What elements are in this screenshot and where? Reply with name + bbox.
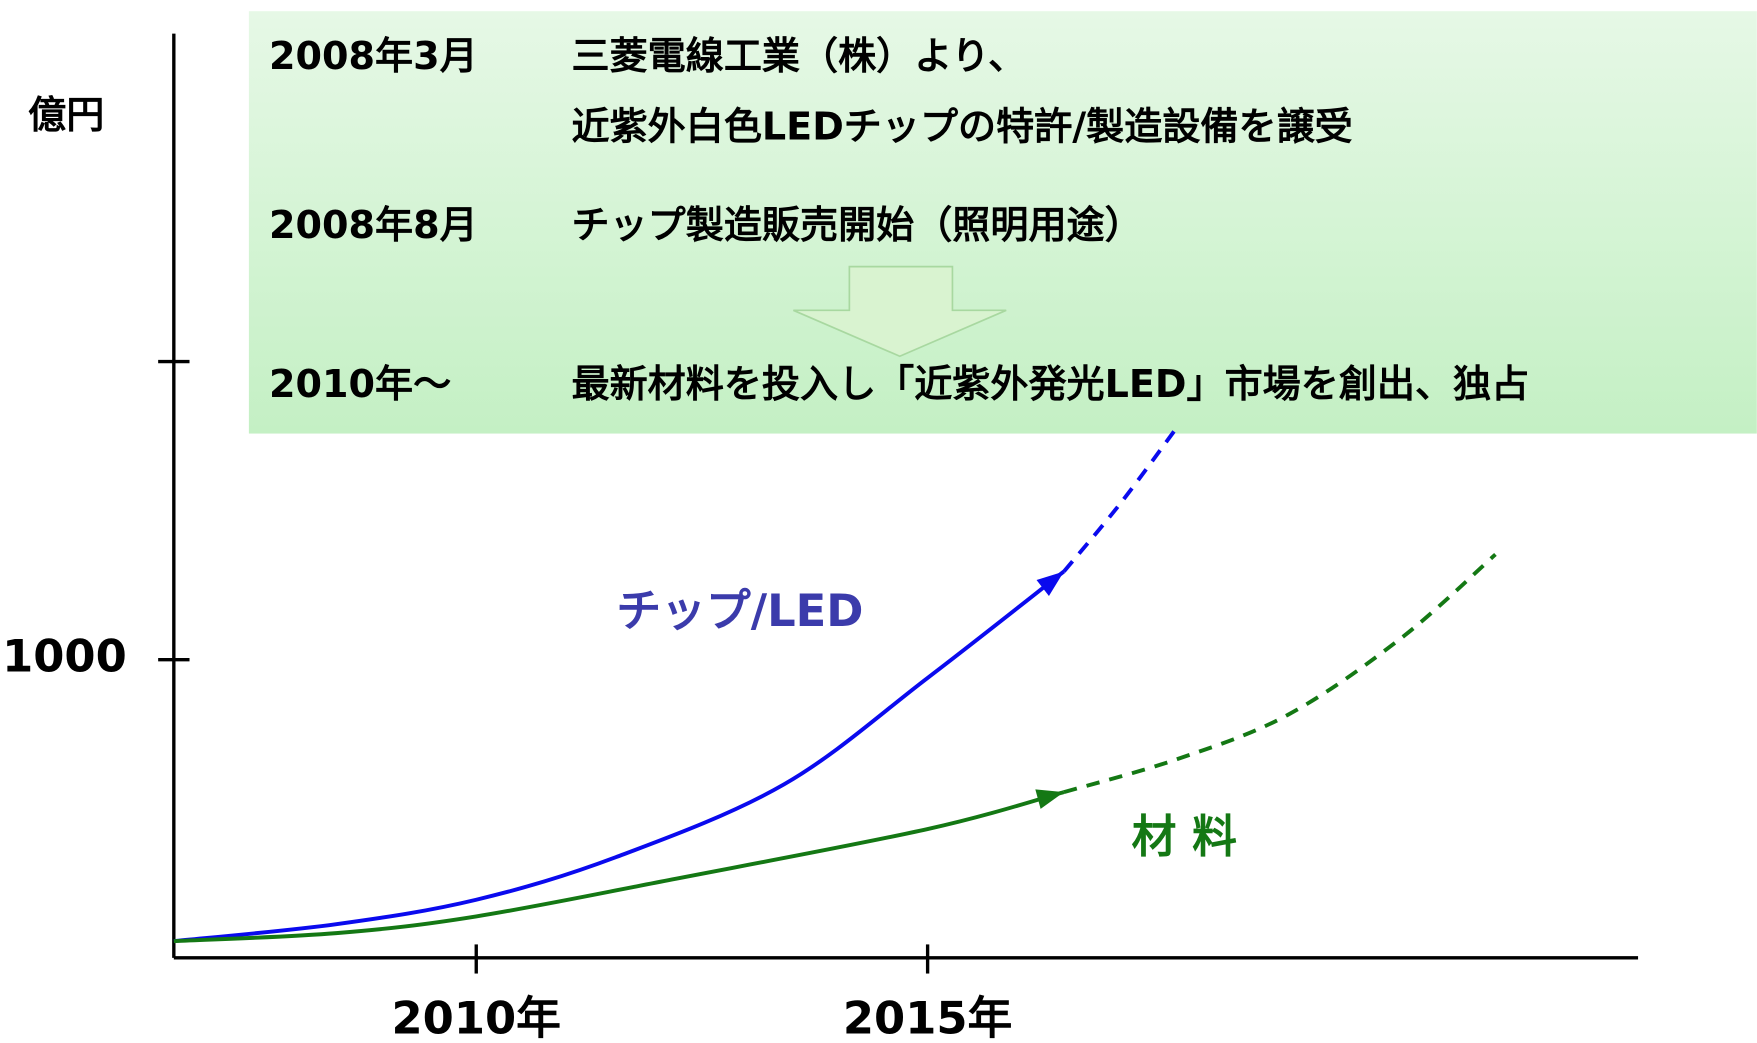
note-text: 最新材料を投入し「近紫外発光LED」市場を創出、独占 [572, 362, 1530, 406]
arrowhead [1035, 789, 1064, 809]
projection-line [1062, 430, 1176, 573]
series-line [173, 569, 1066, 944]
series-label: チップ/LED [616, 584, 863, 637]
down-arrow [793, 265, 1007, 358]
y-unit: 億円 [28, 93, 104, 137]
y-tick-label: 1000 [2, 630, 127, 683]
note-box [248, 11, 1757, 434]
note-text: チップ製造販売開始（照明用途） [572, 203, 1143, 247]
note-date: 2008年8月 [269, 203, 478, 247]
series-line [173, 790, 1065, 944]
note-date: 2008年3月 [269, 34, 478, 78]
projection-line [1063, 553, 1497, 794]
x-tick-label: 2010年 [392, 992, 561, 1043]
series-label: 材 料 [1132, 810, 1237, 863]
arrowhead [1036, 571, 1064, 596]
note-date: 2010年～ [269, 362, 451, 406]
x-tick-label: 2015年 [843, 992, 1012, 1043]
note-text: 近紫外白色LEDチップの特許/製造設備を譲受 [572, 104, 1353, 148]
note-text: 三菱電線工業（株）より、 [572, 34, 1027, 78]
